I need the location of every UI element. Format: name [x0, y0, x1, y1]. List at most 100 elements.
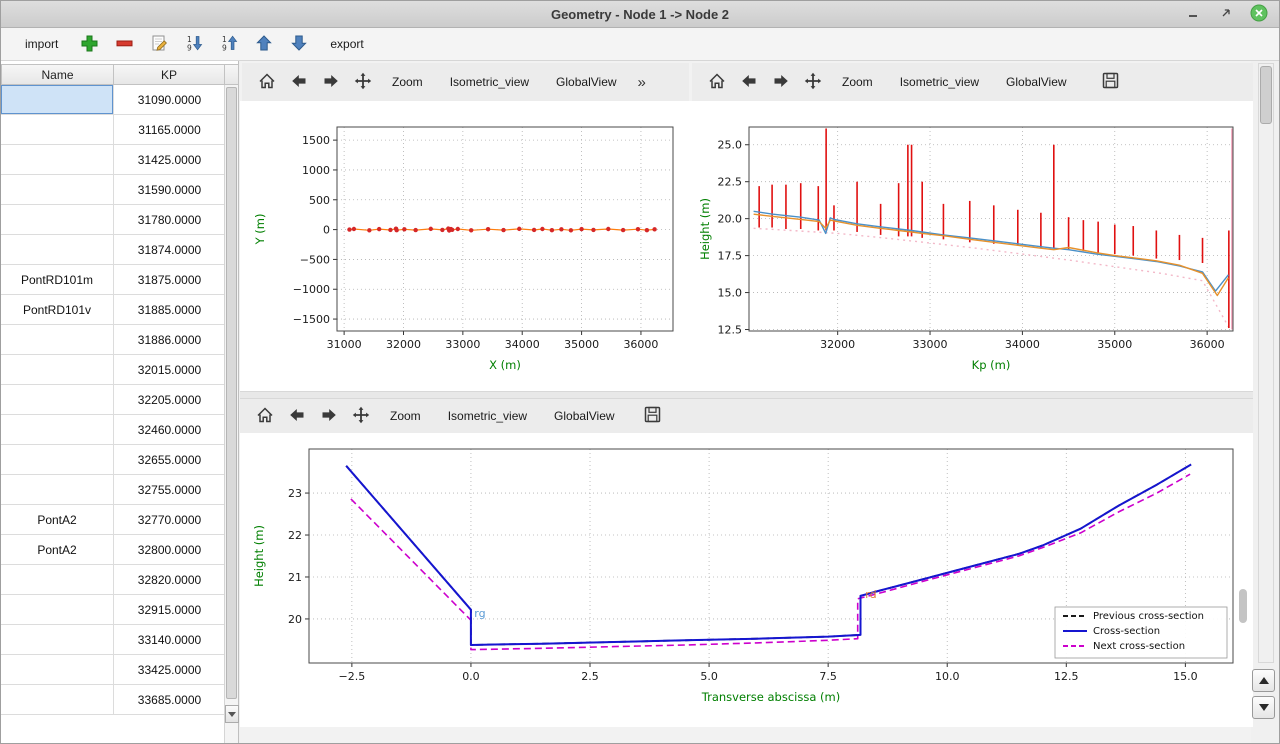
kp-cell[interactable]: 32655.0000	[137, 452, 202, 467]
table-row[interactable]: 32820.0000	[1, 565, 225, 595]
name-cell[interactable]	[1, 355, 114, 384]
zoom-button[interactable]: Zoom	[832, 69, 883, 95]
name-cell[interactable]	[1, 115, 114, 144]
table-row[interactable]: PontRD101m 31875.0000	[1, 265, 225, 295]
kp-cell[interactable]: 31590.0000	[137, 182, 202, 197]
restore-button[interactable]	[1216, 5, 1236, 25]
table-row[interactable]: 32915.0000	[1, 595, 225, 625]
zoom-button[interactable]: Zoom	[380, 403, 431, 429]
table-scrollbar[interactable]	[224, 85, 239, 743]
horizontal-splitter[interactable]	[240, 391, 1253, 399]
pan-button[interactable]	[350, 70, 375, 95]
kp-cell[interactable]: 32800.0000	[137, 542, 202, 557]
name-cell[interactable]	[1, 175, 114, 204]
vertical-scrollbar[interactable]	[1258, 63, 1274, 663]
delete-row-button[interactable]	[112, 32, 136, 56]
table-row[interactable]: 33425.0000	[1, 655, 225, 685]
name-cell[interactable]: PontRD101v	[1, 295, 114, 324]
kp-cell[interactable]: 31874.0000	[137, 242, 202, 257]
kp-cell[interactable]: 33425.0000	[137, 662, 202, 677]
table-row[interactable]: 33685.0000	[1, 685, 225, 715]
save-button[interactable]	[1098, 70, 1123, 95]
kp-cell[interactable]: 31780.0000	[137, 212, 202, 227]
column-header-kp[interactable]: KP	[114, 64, 225, 85]
name-cell[interactable]	[1, 325, 114, 354]
zoom-button[interactable]: Zoom	[382, 69, 433, 95]
cross-section-chart[interactable]: −2.5 0.0 2.5 5.0 7.5 10.0 12.5 15.0 20 21 22 23 Tran…	[245, 437, 1241, 719]
kp-cell[interactable]: 33685.0000	[137, 692, 202, 707]
titlebar[interactable]: Geometry - Node 1 -> Node 2	[1, 1, 1279, 28]
move-down-button[interactable]	[287, 32, 311, 56]
name-cell[interactable]	[1, 415, 114, 444]
name-cell[interactable]	[1, 475, 114, 504]
column-header-name[interactable]: Name	[1, 64, 114, 85]
import-button[interactable]: import	[17, 33, 66, 55]
close-button[interactable]	[1249, 4, 1269, 25]
kp-cell[interactable]: 31885.0000	[137, 302, 202, 317]
table-row[interactable]: 31425.0000	[1, 145, 225, 175]
table-scrollbar-thumb[interactable]	[226, 87, 237, 699]
name-cell[interactable]	[1, 685, 114, 714]
vertical-scrollbar-thumb[interactable]	[1260, 66, 1272, 124]
name-cell[interactable]	[1, 145, 114, 174]
table-row[interactable]: 31090.0000	[1, 85, 225, 115]
name-cell[interactable]: PontRD101m	[1, 265, 114, 294]
table-row[interactable]: PontRD101v 31885.0000	[1, 295, 225, 325]
kp-cell[interactable]: 32770.0000	[137, 512, 202, 527]
name-cell[interactable]	[1, 235, 114, 264]
pan-button[interactable]	[800, 70, 825, 95]
kp-cell[interactable]: 32205.0000	[137, 392, 202, 407]
kp-cell[interactable]: 31425.0000	[137, 152, 202, 167]
pan-button[interactable]	[348, 404, 373, 429]
move-up-button[interactable]	[252, 32, 276, 56]
table-row[interactable]: 31590.0000	[1, 175, 225, 205]
back-button[interactable]	[284, 404, 309, 429]
edit-button[interactable]	[147, 32, 171, 56]
kp-cell[interactable]: 32755.0000	[137, 482, 202, 497]
back-button[interactable]	[736, 70, 761, 95]
home-button[interactable]	[704, 70, 729, 95]
toolbar-overflow-button[interactable]: »	[634, 72, 650, 93]
kp-cell[interactable]: 32015.0000	[137, 362, 202, 377]
table-row[interactable]: 32015.0000	[1, 355, 225, 385]
minimize-button[interactable]	[1183, 5, 1203, 25]
table-row[interactable]: 32755.0000	[1, 475, 225, 505]
name-cell[interactable]	[1, 385, 114, 414]
table-row[interactable]: 31874.0000	[1, 235, 225, 265]
kp-cell[interactable]: 33140.0000	[137, 632, 202, 647]
table-row[interactable]: 31165.0000	[1, 115, 225, 145]
back-button[interactable]	[286, 70, 311, 95]
kp-cell[interactable]: 31886.0000	[137, 332, 202, 347]
export-button[interactable]: export	[322, 33, 371, 55]
name-cell[interactable]	[1, 85, 114, 114]
table-row[interactable]: PontA2 32800.0000	[1, 535, 225, 565]
forward-button[interactable]	[318, 70, 343, 95]
name-cell[interactable]: PontA2	[1, 535, 114, 564]
name-cell[interactable]	[1, 445, 114, 474]
table-scroll-down-button[interactable]	[225, 705, 239, 723]
isometric-view-button[interactable]: Isometric_view	[890, 69, 989, 95]
isometric-view-button[interactable]: Isometric_view	[440, 69, 539, 95]
table-row[interactable]: 33140.0000	[1, 625, 225, 655]
table-row[interactable]: 31886.0000	[1, 325, 225, 355]
table-row[interactable]: 32205.0000	[1, 385, 225, 415]
forward-button[interactable]	[768, 70, 793, 95]
plots-scrollbar-thumb[interactable]	[1239, 589, 1247, 623]
kp-cell[interactable]: 32460.0000	[137, 422, 202, 437]
globalview-button[interactable]: GlobalView	[544, 403, 624, 429]
name-cell[interactable]	[1, 625, 114, 654]
table-row[interactable]: 31780.0000	[1, 205, 225, 235]
save-button[interactable]	[640, 404, 665, 429]
kp-cell[interactable]: 32820.0000	[137, 572, 202, 587]
name-cell[interactable]	[1, 205, 114, 234]
kp-cell[interactable]: 31875.0000	[137, 272, 202, 287]
profile-view-chart[interactable]: 32000 33000 34000 35000 36000 12.5 15.0 17.5 20.…	[693, 105, 1241, 387]
forward-button[interactable]	[316, 404, 341, 429]
scroll-up-button[interactable]	[1252, 669, 1275, 692]
table-row[interactable]: 32655.0000	[1, 445, 225, 475]
add-row-button[interactable]	[77, 32, 101, 56]
name-cell[interactable]	[1, 655, 114, 684]
globalview-button[interactable]: GlobalView	[546, 69, 626, 95]
